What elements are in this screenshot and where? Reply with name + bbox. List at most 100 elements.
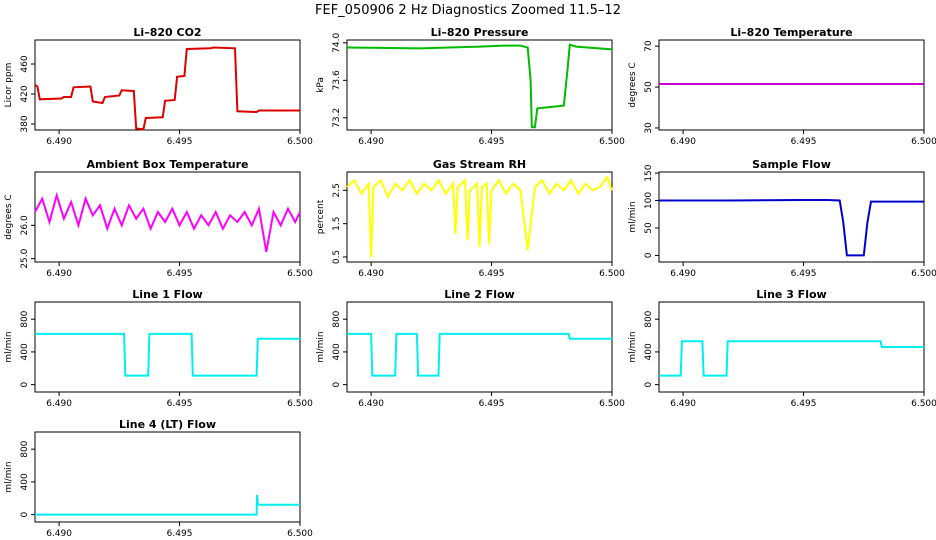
panel-title: Li–820 CO2 [133,26,201,39]
x-tick-label: 6.500 [287,269,313,279]
panel-title: Line 1 Flow [132,288,202,301]
series-line [347,332,612,377]
y-tick-label: 50 [644,222,654,234]
series-line [35,494,300,516]
y-tick-label: 400 [332,343,342,360]
x-tick-label: 6.500 [287,399,313,409]
y-tick-label: 100 [644,192,654,209]
plot-frame [346,39,613,131]
x-tick-label: 6.495 [791,269,817,279]
y-tick-label: 30 [644,122,654,134]
y-tick-label: 0 [20,382,30,388]
y-tick-label: 460 [20,55,30,72]
panel-title: Line 4 (LT) Flow [119,418,216,431]
y-tick-label: 800 [20,310,30,327]
x-tick-label: 6.495 [167,269,193,279]
x-tick-label: 6.490 [358,399,384,409]
plot-frame [34,39,301,131]
panel-title: Gas Stream RH [433,158,526,171]
panel-2: Li–820 Pressure kPa 73.2 73.6 74.0 6.490 6.495… [316,26,625,147]
y-tick-label: 400 [20,473,30,490]
y-axis-label: ml/min [4,331,14,362]
series-line [659,340,924,377]
y-axis-label: ml/min [628,201,638,232]
plot-frame [346,301,613,393]
x-tick-label: 6.490 [670,269,696,279]
plot-frame [34,431,301,523]
plot-frame [346,171,613,263]
series-line [34,46,300,131]
y-tick-label: 380 [20,115,30,132]
y-tick-label: 0 [644,382,654,388]
x-tick-label: 6.490 [46,529,72,539]
panel-title: Ambient Box Temperature [87,158,249,171]
x-tick-label: 6.500 [287,529,313,539]
panel-1: Li–820 CO2 Licor ppm 380 420 460 6.490 6.495 6.… [4,26,313,147]
plot-frame [34,171,301,263]
plot-frame [658,171,925,263]
y-tick-label: 26.0 [20,215,30,235]
panel-4: Ambient Box Temperature degrees C 25.0 26.0… [4,158,313,279]
y-tick-label: 1.5 [332,217,342,231]
x-tick-label: 6.490 [46,399,72,409]
x-tick-label: 6.500 [599,399,625,409]
y-axis-label: Licor ppm [4,63,14,108]
y-axis-label: kPa [316,77,326,93]
x-tick-label: 6.495 [167,529,193,539]
x-tick-label: 6.495 [479,137,505,147]
x-tick-label: 6.490 [670,399,696,409]
y-tick-label: 800 [20,440,30,457]
y-axis-label: ml/min [628,331,638,362]
y-tick-label: 150 [644,164,654,181]
x-tick-label: 6.495 [167,137,193,147]
y-tick-label: 74.0 [332,33,342,53]
y-tick-label: 73.6 [332,70,342,90]
panel-8: Line 2 Flow ml/min 0 400 800 6.490 6.495 6.500 [316,288,625,409]
y-tick-label: 400 [644,343,654,360]
x-tick-label: 6.495 [167,399,193,409]
panel-title: Line 3 Flow [756,288,826,301]
x-tick-label: 6.490 [358,137,384,147]
y-axis-label: ml/min [4,461,14,492]
y-tick-label: 73.2 [332,108,342,128]
x-tick-label: 6.500 [599,269,625,279]
y-axis-label: ml/min [316,331,326,362]
x-tick-label: 6.500 [911,137,936,147]
y-axis-label: percent [316,199,326,234]
panel-10: Line 4 (LT) Flow ml/min 0 400 800 6.490 6.495 6… [4,418,313,539]
y-axis-label: degrees C [628,62,638,107]
series-line [346,174,613,258]
y-tick-label: 400 [20,343,30,360]
x-tick-label: 6.490 [670,137,696,147]
panel-5: Gas Stream RH percent 0.5 1.5 2.5 6.490 6.495 6… [316,158,625,279]
y-tick-label: 2.5 [332,183,342,197]
x-tick-label: 6.500 [287,137,313,147]
x-tick-label: 6.490 [46,269,72,279]
panel-9: Line 3 Flow ml/min 0 400 800 6.490 6.495 6.500 [628,288,936,409]
y-tick-label: 70 [644,40,654,52]
panel-title: Line 2 Flow [444,288,514,301]
y-tick-label: 420 [20,85,30,102]
panel-title: Li–820 Pressure [431,26,529,39]
panel-6: Sample Flow ml/min 0 50 100 150 6.490 6.495 6.50… [628,158,936,279]
series-line [659,199,924,257]
figure-title: FEF_050906 2 Hz Diagnostics Zoomed 11.5–… [315,3,621,18]
x-tick-label: 6.500 [599,137,625,147]
x-tick-label: 6.495 [479,399,505,409]
x-tick-label: 6.495 [479,269,505,279]
y-tick-label: 0 [332,382,342,388]
series-line [34,191,301,253]
y-tick-label: 50 [644,81,654,93]
panel-3: Li–820 Temperature degrees C 30 50 70 6.490 6.… [628,26,936,147]
y-tick-label: 25.0 [20,248,30,268]
x-tick-label: 6.500 [911,269,936,279]
y-tick-label: 0.5 [332,250,342,264]
y-tick-label: 800 [332,310,342,327]
x-tick-label: 6.495 [791,137,817,147]
x-tick-label: 6.500 [911,399,936,409]
y-tick-label: 0 [20,512,30,518]
series-line [346,43,613,129]
y-tick-label: 800 [644,310,654,327]
